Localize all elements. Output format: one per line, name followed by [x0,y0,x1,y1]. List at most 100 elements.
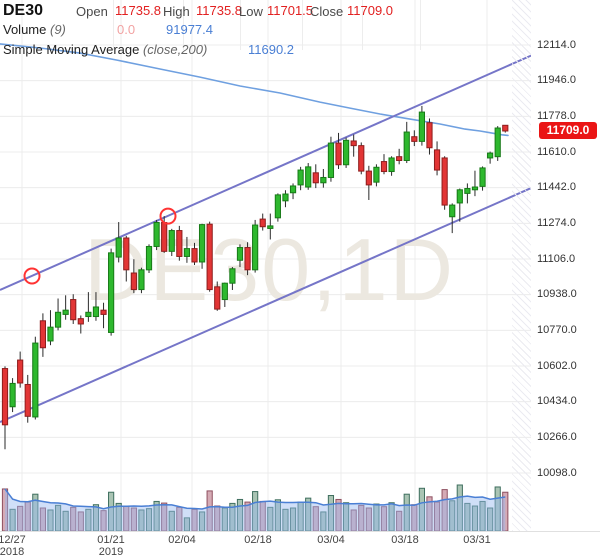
candle-body [358,145,365,172]
price-axis[interactable]: 11709.0 12114.0 11946.0 11778.0 11610.0 1144… [531,0,600,531]
candle-body [39,320,46,349]
price-axis-label: 11442.0 [537,181,576,194]
candle-body [441,157,448,206]
price-axis-label: 10602.0 [537,359,577,372]
time-axis-label: 03/31 [463,534,491,546]
price-axis-label: 11610.0 [537,145,576,158]
volume-bar [229,502,236,532]
candle-body [373,166,380,183]
price-axis-label: 11106.0 [537,252,576,265]
volume-bar [396,510,403,532]
candle-body [92,306,100,318]
candle-body [327,142,335,178]
candle-body [433,149,441,171]
time-axis-label: 03/04 [317,534,345,546]
candle-body [267,225,274,229]
candle-body [32,342,39,418]
volume-ma-area [5,488,506,531]
time-axis[interactable]: 12/27 2018 01/21 2019 02/04 02/18 03/04 03/18… [0,531,600,558]
watermark: DE30,1D [84,220,455,319]
candle-body [1,368,9,426]
candle-body [236,247,244,261]
volume-bar [62,510,69,532]
volume-bar [153,500,160,532]
candle-body [350,140,357,147]
volume-bar [471,505,479,532]
volume-bar [449,500,456,532]
time-axis-label: 12/27 2018 [0,534,26,558]
time-axis-label: 01/21 2019 [97,534,125,558]
volume-bar [464,502,471,532]
upper-channel-line [0,54,532,291]
candle-body [259,218,266,228]
candle-body [85,311,92,318]
candle-body [289,185,297,194]
volume-bar [380,506,388,532]
candle-body [388,157,395,173]
candle-body [161,221,168,252]
price-axis-label: 11778.0 [537,109,576,122]
time-axis-label: 03/18 [391,534,419,546]
candle-body [456,189,463,204]
candle-body [198,224,206,263]
candle-body [168,230,175,252]
candle-body [320,176,327,184]
candle-body [123,237,130,271]
candle-body [206,223,213,291]
price-axis-label: 10434.0 [537,395,577,408]
candle-body [145,245,153,271]
volume-bar [115,502,122,532]
channel-touch-marker [159,207,177,225]
price-axis-label: 11946.0 [537,74,576,87]
candle-body [77,318,84,325]
price-axis-label: 11274.0 [537,216,576,229]
candle-body [464,188,471,194]
candle-body [418,111,425,142]
price-axis-label: 10938.0 [537,288,577,301]
lower-channel-line [0,187,532,423]
candle-body [183,248,191,257]
candle-body [282,193,289,202]
candle-body [153,221,160,247]
candle-body [411,136,418,142]
candle-body [130,272,137,291]
candle-body [24,383,31,417]
candle-body [365,170,372,186]
candle-body [305,166,312,188]
candle-body [176,230,183,257]
candle-body [335,142,342,166]
candle-body [100,309,107,315]
candle-body [343,139,350,166]
volume-bar [373,503,380,532]
price-axis-label: 10098.0 [537,466,577,479]
volume-bar [206,490,213,532]
time-axis-label: 02/04 [168,534,196,546]
candle-body [47,326,54,342]
candle-body [312,172,319,184]
price-axis-label: 12114.0 [537,38,576,51]
candle-body [244,247,251,271]
candle-body [54,311,62,328]
volume-bar [145,508,153,532]
candle-body [70,299,77,321]
candle-body [62,309,69,315]
candle-body [138,269,145,291]
candle-body [403,131,410,161]
volume-bar [183,517,191,532]
candle-body [426,122,433,149]
candle-body [17,359,24,384]
sma-line [0,43,509,137]
volume-bar [418,487,425,532]
candle-body [191,248,198,263]
candle-body [214,286,221,310]
candle-body [9,382,16,408]
candle-body [479,167,486,187]
volume-bar [168,510,175,532]
price-axis-label: 10266.0 [537,430,577,443]
candle-body [380,161,388,173]
candle-body [297,169,304,186]
volume-ma-line [4,488,506,510]
candle-body [494,127,501,158]
